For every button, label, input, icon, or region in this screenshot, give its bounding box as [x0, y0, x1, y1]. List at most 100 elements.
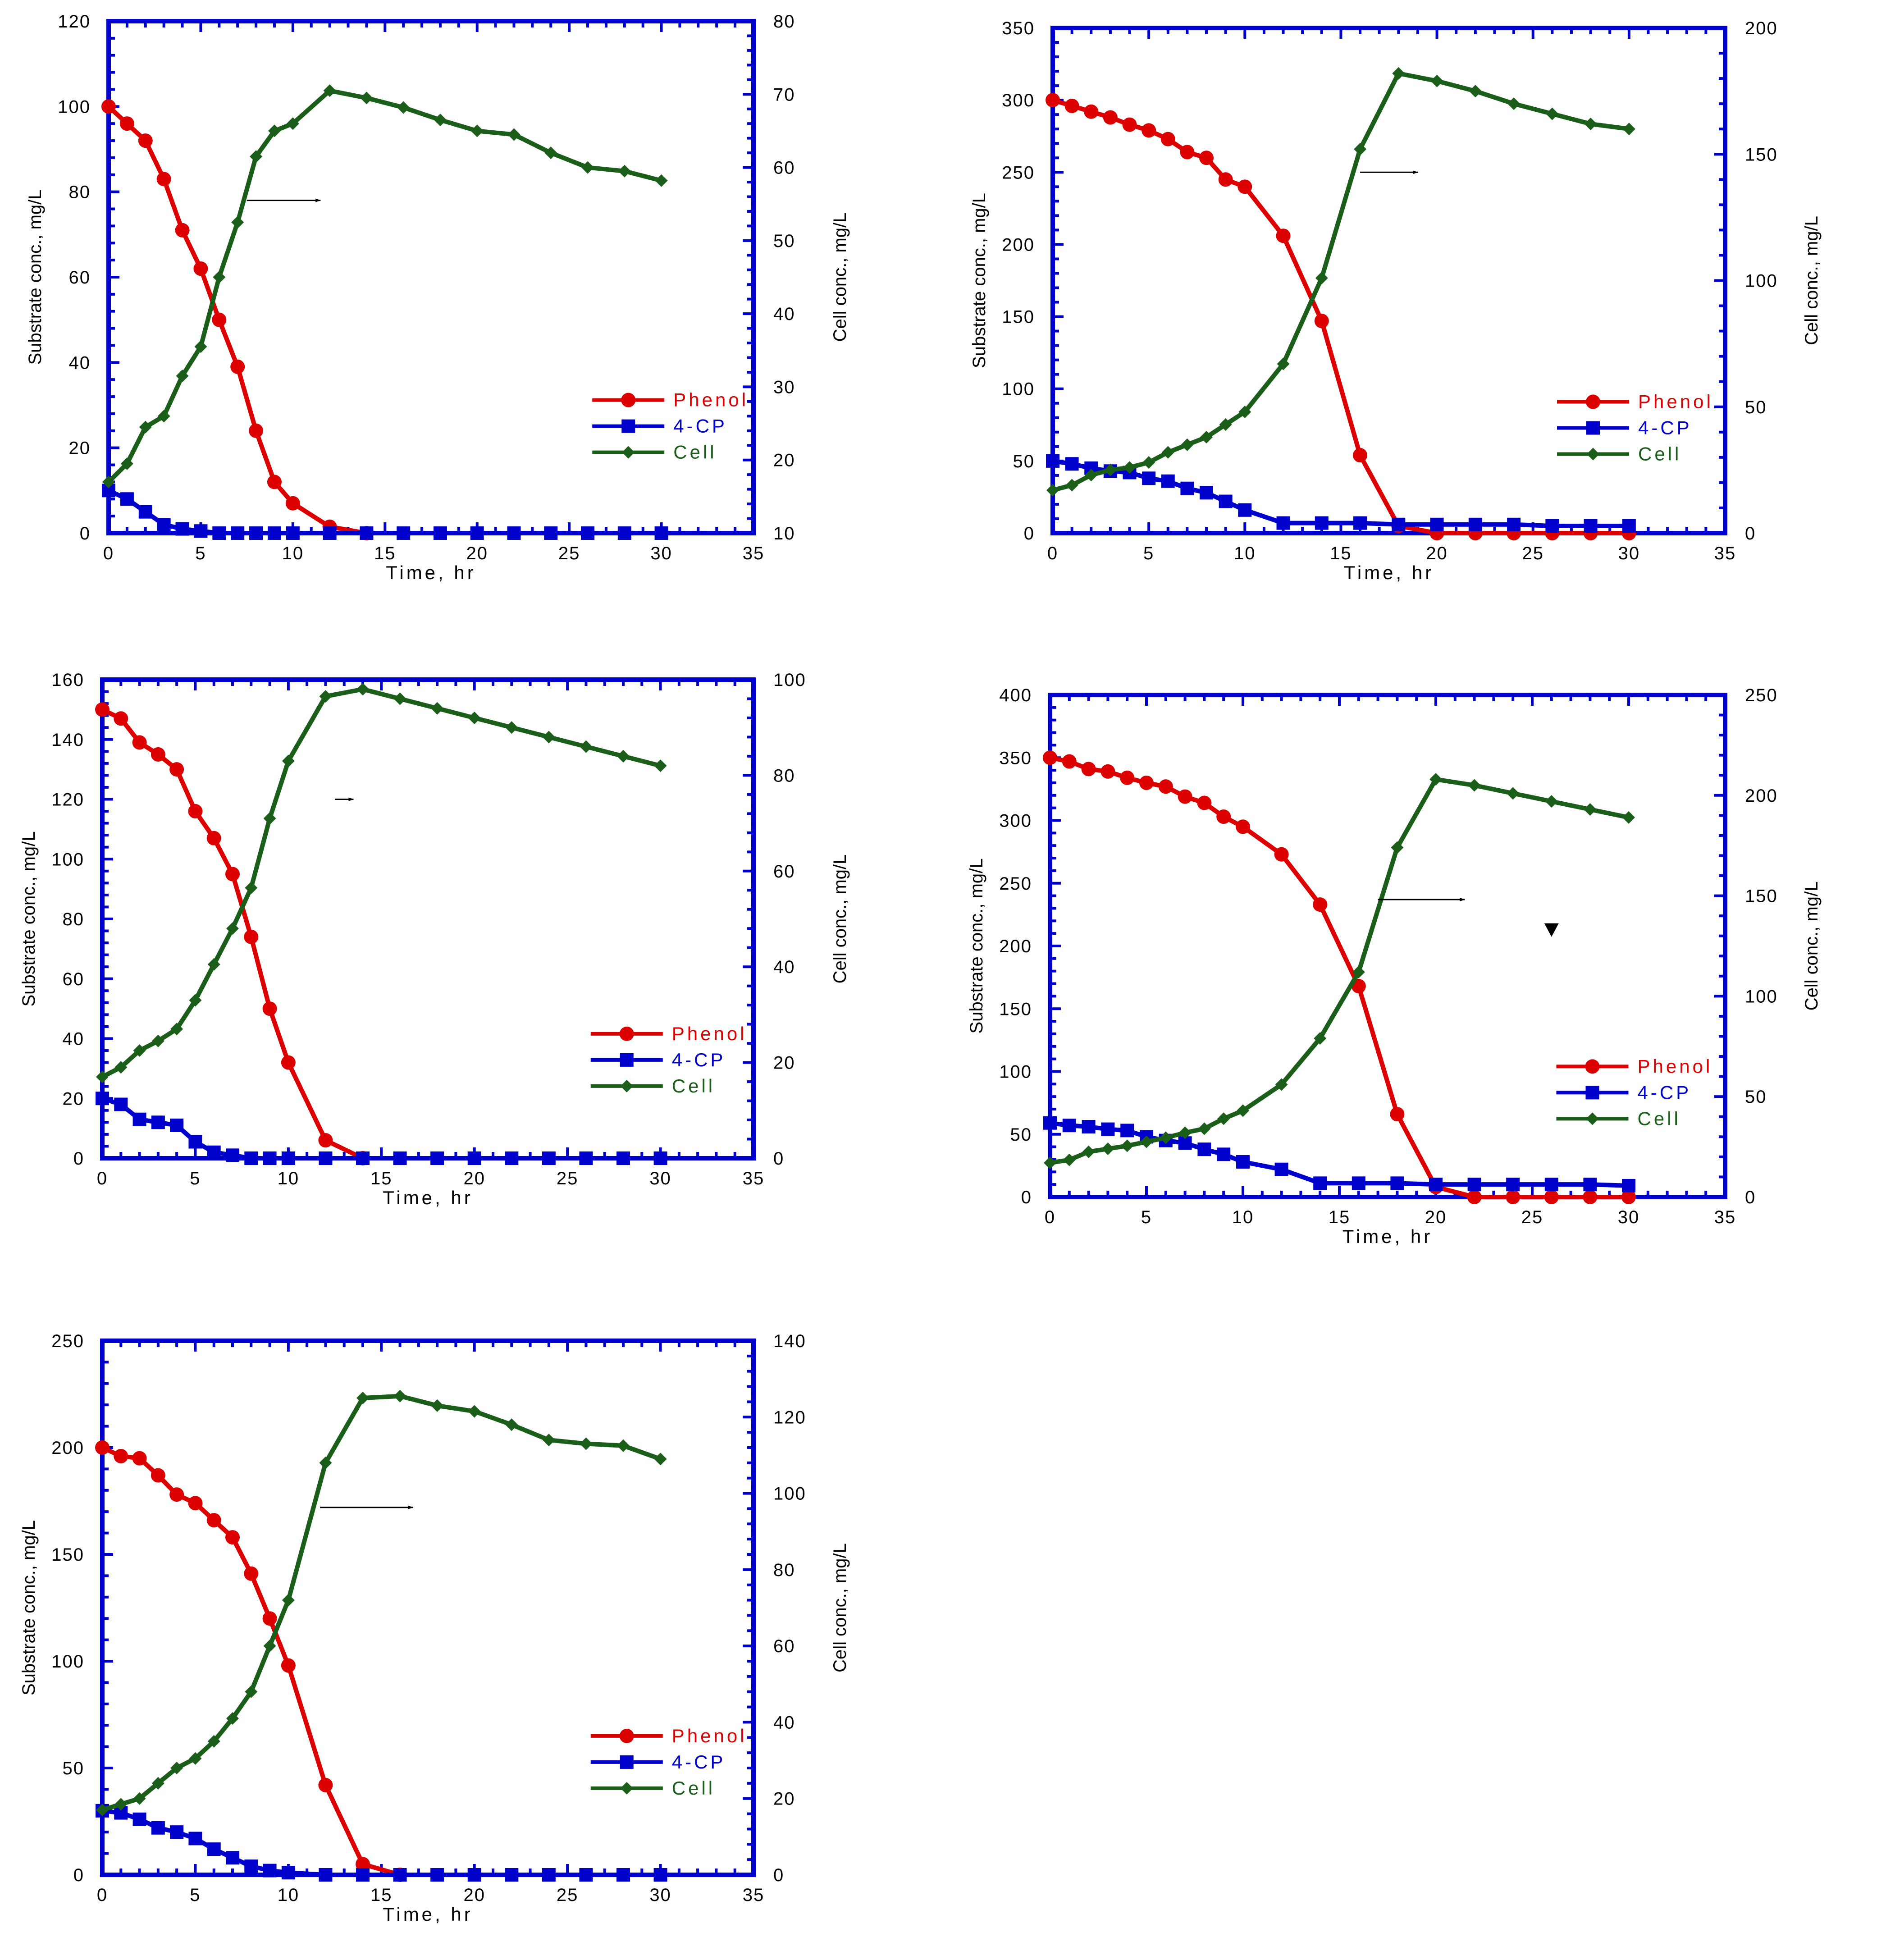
data-point: [157, 410, 170, 423]
data-point: [393, 1868, 407, 1882]
y-tick-label-left: 20: [63, 1089, 85, 1109]
data-point: [1276, 228, 1291, 243]
data-point: [114, 1061, 128, 1074]
data-point: [138, 133, 153, 148]
data-point: [207, 958, 220, 971]
data-point: [189, 1752, 202, 1765]
y-tick-label-right: 40: [773, 304, 795, 324]
legend-label: Cell: [672, 1777, 715, 1799]
data-point: [1123, 461, 1136, 474]
legend-item: 4-CP: [590, 1049, 723, 1070]
y-tick-label-left: 50: [63, 1759, 85, 1778]
data-point: [282, 754, 295, 768]
legend-label: Phenol: [1638, 391, 1713, 412]
data-point: [1082, 1145, 1095, 1158]
legend-item: 4-CP: [1556, 1082, 1689, 1103]
legend-item: Cell: [1556, 1108, 1678, 1129]
data-point: [1062, 1119, 1076, 1133]
data-point: [119, 116, 134, 131]
data-point: [319, 690, 332, 703]
y-tick-label-right: 0: [1745, 1188, 1756, 1207]
x-tick-label: 0: [97, 1169, 108, 1188]
data-point: [1197, 1142, 1211, 1156]
y-axis-title-right: Cell conc., mg/L: [830, 854, 850, 984]
data-point: [263, 1640, 276, 1653]
data-point: [114, 1448, 128, 1463]
data-point: [1046, 484, 1059, 497]
data-point: [96, 1804, 109, 1817]
chart-middle-left: 0 5 10 15 20 25 30 35 0 20 40 60 80 100 120 140 160 0 20 40…: [19, 670, 850, 1208]
legend-marker: [1586, 394, 1600, 409]
data-point: [207, 1735, 220, 1748]
triangle-down-icon: [1544, 923, 1559, 937]
data-point: [434, 114, 447, 127]
data-point: [1238, 503, 1252, 517]
y-tick-label-left: 50: [1010, 1125, 1032, 1145]
data-point: [618, 164, 631, 178]
data-point: [226, 1148, 239, 1162]
data-point: [1392, 517, 1406, 531]
x-axis-title: Time, hr: [383, 1187, 473, 1208]
data-point: [1217, 1147, 1231, 1161]
data-point: [430, 1151, 444, 1165]
series-cell: [102, 84, 668, 489]
data-point: [286, 117, 299, 130]
data-point: [542, 1868, 556, 1882]
y-tick-label-left: 250: [51, 1331, 84, 1351]
data-point: [544, 146, 557, 160]
data-point: [1044, 1156, 1056, 1170]
x-tick-label: 15: [370, 1885, 393, 1905]
data-point: [1506, 1178, 1520, 1192]
data-point: [1430, 74, 1443, 87]
series-line: [1052, 71, 1630, 493]
data-point: [507, 128, 521, 141]
data-point: [1315, 271, 1328, 284]
x-tick-label: 35: [1714, 1207, 1736, 1227]
data-point: [323, 526, 337, 540]
y-tick-label-right: 80: [773, 766, 795, 786]
data-point: [1219, 494, 1233, 508]
y-tick-label-right: 40: [773, 1713, 795, 1732]
data-point: [207, 1842, 221, 1856]
data-point: [580, 740, 593, 753]
data-point: [1064, 98, 1079, 113]
data-point: [244, 1859, 258, 1873]
y-tick-label-right: 80: [773, 12, 795, 32]
data-point: [431, 702, 444, 715]
x-tick-label: 15: [1329, 1207, 1351, 1227]
data-point: [1622, 811, 1635, 824]
legend: Phenol 4-CP Cell: [1557, 391, 1713, 465]
legend-item: Phenol: [590, 1725, 744, 1746]
legend-marker: [1586, 421, 1600, 435]
data-point: [1237, 179, 1252, 194]
data-point: [188, 804, 203, 819]
legend-item: Phenol: [1557, 391, 1713, 412]
y-axis-title-left: Substrate conc., mg/L: [967, 858, 986, 1033]
data-point: [96, 1070, 109, 1083]
data-point: [1103, 110, 1118, 125]
x-tick-label: 35: [743, 1169, 765, 1188]
series-line: [1052, 98, 1629, 535]
legend-marker: [620, 1053, 634, 1067]
data-point: [1430, 517, 1444, 531]
data-point: [1065, 479, 1078, 492]
data-point: [1467, 1190, 1482, 1204]
legend-label: 4-CP: [1638, 417, 1692, 439]
data-point: [507, 526, 521, 540]
x-tick-label: 0: [97, 1885, 108, 1905]
data-point: [1354, 143, 1367, 156]
y-tick-label-left: 300: [1002, 91, 1035, 110]
data-point: [581, 526, 595, 540]
series-line: [1050, 755, 1629, 1199]
data-point: [1507, 517, 1521, 531]
legend: Phenol 4-CP Cell: [1556, 1055, 1710, 1129]
data-point: [1200, 431, 1213, 444]
y-tick-label-right: 10: [773, 524, 795, 544]
legend-label: Cell: [672, 1075, 715, 1097]
data-point: [1101, 1122, 1115, 1136]
series-cell: [1046, 67, 1635, 497]
legend-marker: [620, 1079, 633, 1092]
y-axis-title-right: Cell conc., mg/L: [830, 1543, 850, 1672]
data-point: [1142, 123, 1156, 138]
data-point: [1121, 1139, 1134, 1152]
